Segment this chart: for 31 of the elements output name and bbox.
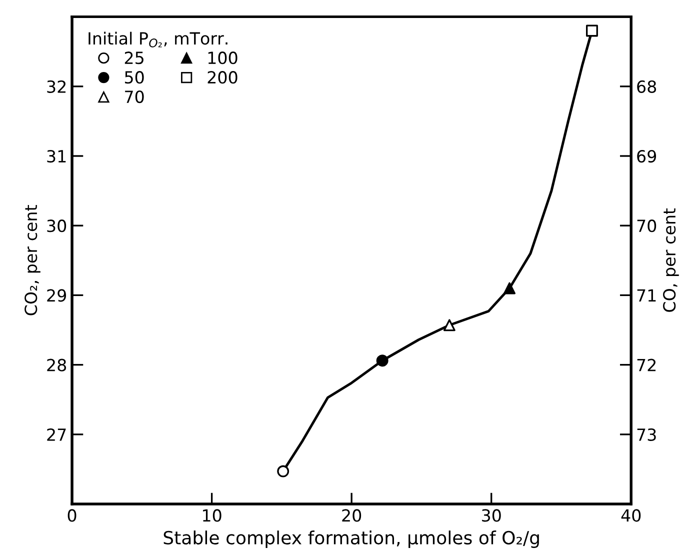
legend-label: 25 xyxy=(124,52,144,64)
y2-tick-label: 70 xyxy=(637,220,656,232)
y-axis-title: CO₂, per cent xyxy=(24,205,40,316)
point xyxy=(443,319,456,332)
legend-label: 200 xyxy=(208,71,238,84)
legend-title: Initial P$_{O₂}$, mTorr. xyxy=(88,32,228,48)
y-tick-label: 28 xyxy=(47,358,66,372)
y2-tick-label: 69 xyxy=(637,150,656,163)
y-tick-label: 29 xyxy=(47,289,66,302)
y2-tick-label: 71 xyxy=(637,289,656,302)
x-tick-label: 40 xyxy=(621,509,641,522)
y2-axis-title: CO, per cent xyxy=(663,208,679,312)
x-tick-label: 30 xyxy=(482,509,501,522)
y-tick-label: 30 xyxy=(47,220,66,232)
point xyxy=(586,24,598,37)
x-axis-title: Stable complex formation, μmoles of O₂/g xyxy=(164,530,539,548)
x-tick-label: 20 xyxy=(342,509,362,522)
y2-tick-label: 73 xyxy=(637,428,656,441)
point xyxy=(376,354,388,367)
y-tick-label: 31 xyxy=(47,150,66,163)
point xyxy=(504,282,516,294)
legend-label: 50 xyxy=(124,71,144,84)
point xyxy=(277,465,290,478)
x-tick-label: 10 xyxy=(203,509,222,522)
y-tick-label: 27 xyxy=(47,428,66,441)
legend-label: 100 xyxy=(208,52,238,64)
y2-tick-label: 68 xyxy=(637,80,656,93)
x-tick-label: 0 xyxy=(68,509,76,522)
y2-tick-label: 72 xyxy=(637,358,656,372)
legend-label: 70 xyxy=(125,90,144,104)
y-tick-label: 32 xyxy=(47,80,66,93)
